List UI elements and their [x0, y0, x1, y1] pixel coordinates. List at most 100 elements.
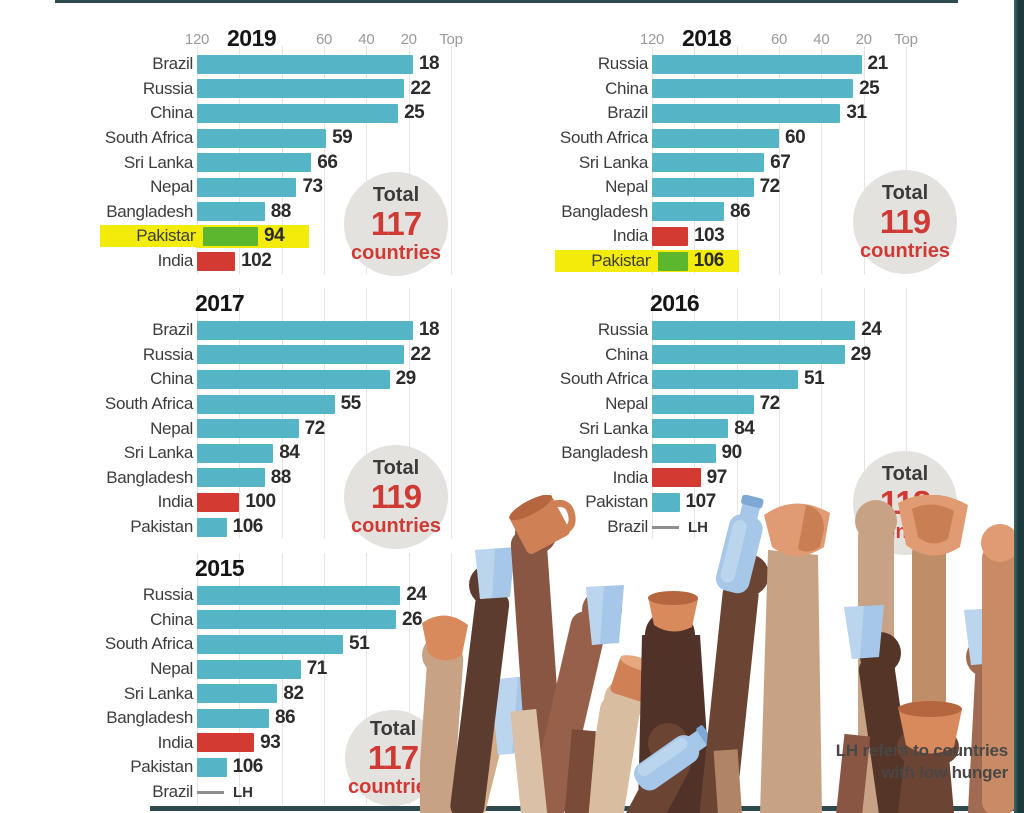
country-row: Sri Lanka 67 [555, 150, 975, 175]
rank-bar [197, 79, 405, 99]
country-row: South Africa 59 [100, 126, 520, 151]
country-label: Brazil [607, 517, 648, 537]
country-row: Pakistan 106 [555, 249, 975, 274]
country-row: Brazil LH [555, 515, 975, 540]
axis-tick-label: 60 [770, 31, 788, 48]
bar-cell: 29 [652, 343, 975, 368]
country-row: Russia 22 [100, 77, 520, 102]
rank-bar [652, 54, 862, 74]
rank-value: 67 [770, 151, 791, 173]
rank-bar [197, 345, 405, 365]
right-border-strip [1014, 0, 1024, 813]
chart-2015: 2015 Russia 24 China 26 South Africa 51 Nepal 7… [100, 553, 520, 805]
rank-value: 22 [410, 77, 431, 99]
total-unit: countries [350, 515, 442, 538]
filler-arm [713, 749, 743, 813]
total-countries-badge-2018: Total 119 countries [853, 170, 957, 274]
country-row: India 93 [100, 731, 520, 756]
rank-bar [652, 103, 841, 123]
country-label: Russia [142, 78, 193, 98]
country-label: South Africa [559, 128, 648, 148]
rank-value: 84 [734, 417, 755, 439]
rank-bar [652, 468, 701, 488]
bar-cell: 55 [197, 392, 520, 417]
total-unit: countries [350, 242, 442, 265]
rank-value: 66 [317, 151, 338, 173]
lh-footnote: LH refers to countries with low hunger [835, 741, 1008, 783]
rank-bar [652, 492, 680, 512]
country-label: Russia [142, 344, 193, 364]
country-label: Russia [597, 54, 648, 74]
country-row: Bangladesh 90 [555, 441, 975, 466]
bar-cell: 31 [652, 101, 975, 126]
rank-value: 102 [241, 250, 272, 272]
chart-2016: 2016 Russia 24 China 29 South Africa 51 Nepal 7… [555, 288, 975, 539]
country-row: India 97 [555, 466, 975, 491]
bar-cell: 84 [197, 441, 520, 466]
rank-bar [197, 177, 297, 197]
country-label: Brazil [152, 54, 193, 74]
country-row: Bangladesh 86 [100, 706, 520, 731]
country-label: Sri Lanka [123, 683, 193, 703]
country-row: Bangladesh 88 [100, 466, 520, 491]
total-value: 119 [879, 202, 931, 240]
filler-arm [510, 708, 548, 813]
lh-value: LH [233, 783, 253, 801]
bar-cell: 88 [197, 200, 520, 225]
bar-cell: 103 [652, 224, 975, 249]
bar-cell: 94 [196, 224, 520, 249]
rank-value: 88 [270, 200, 292, 222]
country-row: Bangladesh 86 [555, 200, 975, 225]
total-label: Total [369, 717, 417, 740]
country-row: Brazil LH [100, 780, 520, 805]
rank-value: 106 [232, 756, 264, 778]
country-label: India [157, 732, 194, 752]
bar-cell: 72 [652, 392, 975, 417]
rank-value: 29 [850, 343, 872, 365]
chart-2017: 2017 Brazil 18 Russia 22 China 29 South Africa… [100, 288, 520, 539]
country-label: China [150, 103, 193, 123]
rank-bar [197, 320, 413, 340]
country-label: Nepal [150, 659, 193, 679]
rank-value: 71 [306, 658, 328, 680]
chart-2019: 120 60 40 20 Top 2019 Brazil 18 Russia 22 China 25… [100, 24, 520, 274]
bar-cell: 106 [651, 249, 975, 274]
axis-tick-label: Top [894, 31, 918, 48]
rank-value: 72 [759, 176, 781, 198]
country-row: Pakistan 106 [100, 515, 520, 540]
country-row: India 100 [100, 490, 520, 515]
country-label: South Africa [104, 128, 193, 148]
total-label: Total [372, 183, 420, 206]
total-label: Total [881, 181, 929, 204]
axis-tick-label: 120 [184, 31, 210, 48]
bar-cell: 25 [652, 77, 975, 102]
rank-bar [197, 634, 344, 654]
rank-value: 25 [859, 77, 880, 99]
chart-2018: 120 60 40 20 Top 2018 Russia 21 China 25 Brazil 31… [555, 24, 975, 274]
country-row: China 29 [555, 343, 975, 368]
country-label: Bangladesh [561, 201, 648, 221]
country-label: South Africa [104, 394, 193, 414]
rank-bar [197, 103, 399, 123]
bar-cell: 106 [197, 515, 520, 540]
rank-value: 100 [245, 491, 276, 513]
rank-bar [197, 128, 327, 148]
rank-value: 86 [729, 200, 751, 222]
rank-value: 73 [302, 176, 323, 198]
country-label: Russia [597, 320, 648, 340]
chart-rows: Brazil 18 Russia 22 China 25 South Africa 59 Sri… [100, 52, 520, 273]
rank-bar [197, 708, 269, 728]
country-label: India [157, 492, 194, 512]
chart-rows: Russia 24 China 29 South Africa 51 Nepal 72 Sri … [555, 318, 975, 539]
bar-cell: 60 [652, 126, 975, 151]
country-label: Russia [142, 585, 193, 605]
country-row: Russia 22 [100, 343, 520, 368]
bar-cell: 22 [197, 343, 520, 368]
bar-cell: LH [652, 515, 975, 540]
country-row: Pakistan 107 [555, 490, 975, 515]
bar-cell: 106 [197, 755, 520, 780]
arm-blue-cup-right [844, 605, 915, 813]
country-row: Sri Lanka 84 [555, 416, 975, 441]
rank-value: 86 [274, 707, 296, 729]
axis-tick-label: 20 [855, 31, 872, 48]
